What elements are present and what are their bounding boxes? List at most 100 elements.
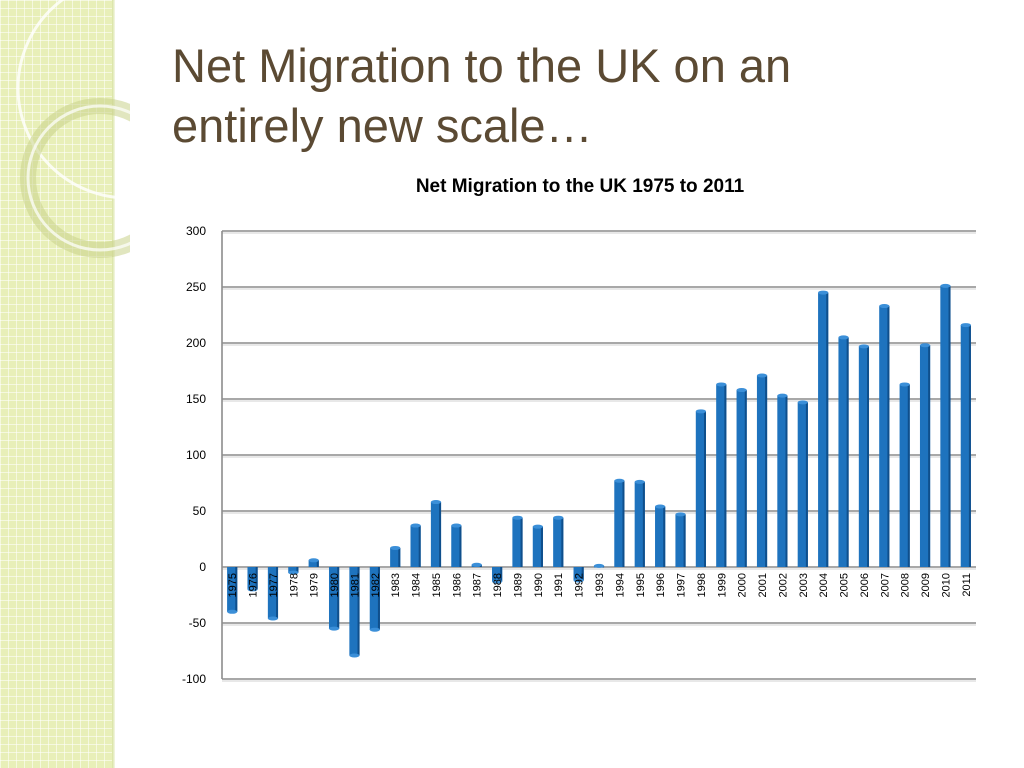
bar-shade <box>296 567 299 573</box>
x-tick-label: 1982 <box>370 573 382 597</box>
bar-shade <box>398 547 401 567</box>
x-tick-label: 1978 <box>288 573 300 597</box>
bar-cap <box>390 545 401 550</box>
bar-cap <box>267 616 279 621</box>
x-tick-label: 1975 <box>227 573 239 597</box>
bar-shade <box>663 506 666 567</box>
x-tick-label: 2007 <box>879 573 891 597</box>
x-tick-label: 2010 <box>940 573 952 597</box>
bar <box>573 567 584 581</box>
bar-cap <box>655 504 666 509</box>
bar-shade <box>235 567 238 612</box>
bar-shade <box>968 325 971 567</box>
bar <box>288 567 299 573</box>
bar <box>838 337 849 567</box>
bar <box>430 502 442 567</box>
x-tick-label: 2006 <box>859 573 871 597</box>
bar <box>369 567 380 630</box>
bar-cap <box>797 400 808 405</box>
bar-shade <box>867 346 870 567</box>
x-tick-label: 1980 <box>329 573 341 597</box>
bar <box>919 345 931 567</box>
bar <box>492 567 503 582</box>
bar-cap <box>451 523 462 528</box>
bar-shade <box>439 502 442 567</box>
bar <box>716 384 727 567</box>
x-tick-label: 2003 <box>798 573 810 597</box>
bar <box>818 292 829 567</box>
bar-cap <box>593 563 605 568</box>
x-tick-label: 1988 <box>492 573 504 597</box>
bar-cap <box>553 515 564 520</box>
y-tick-label: 0 <box>199 560 206 574</box>
bar-cap <box>410 523 421 528</box>
x-tick-label: 1986 <box>451 573 463 597</box>
bar-cap <box>675 512 686 517</box>
x-tick-label: 2009 <box>920 573 932 597</box>
bar <box>675 514 686 567</box>
bar-shade <box>316 560 319 567</box>
x-tick-label: 2008 <box>900 573 912 597</box>
x-tick-label: 1993 <box>594 573 606 597</box>
bar-cap <box>247 587 258 592</box>
bar <box>777 395 788 567</box>
bar <box>247 567 258 590</box>
x-tick-label: 1992 <box>574 573 586 597</box>
bar <box>614 480 625 567</box>
bar-cap <box>288 570 299 575</box>
bar <box>634 481 645 567</box>
bar <box>553 517 564 567</box>
bar-shade <box>581 567 584 581</box>
y-tick-label: 250 <box>186 280 206 294</box>
x-tick-label: 2000 <box>737 573 749 597</box>
bar <box>512 517 523 567</box>
x-tick-label: 1976 <box>248 573 260 597</box>
y-tick-label: -100 <box>182 672 206 686</box>
bar-cap <box>532 524 543 529</box>
bar-shade <box>418 525 421 567</box>
bar-shade <box>744 390 747 567</box>
bar-shade <box>928 345 931 567</box>
bar-cap <box>492 579 503 584</box>
x-tick-label: 2002 <box>777 573 789 597</box>
x-tick-label: 2001 <box>757 573 769 597</box>
x-tick-label: 1981 <box>349 573 361 597</box>
x-tick-label: 1979 <box>309 573 321 597</box>
x-tick-label: 1989 <box>512 573 524 597</box>
x-tick-label: 2005 <box>839 573 851 597</box>
x-tick-label: 1999 <box>716 573 728 597</box>
y-tick-label: 300 <box>186 224 206 238</box>
bar <box>390 547 401 567</box>
bar-cap <box>512 515 523 520</box>
bar-cap <box>614 478 625 483</box>
bar <box>308 560 319 567</box>
x-tick-label: 1998 <box>696 573 708 597</box>
bar-cap <box>369 627 380 632</box>
bar <box>960 325 971 567</box>
bar-shade <box>276 567 279 619</box>
bar <box>797 402 808 567</box>
bar <box>328 567 340 629</box>
bar-shade <box>826 292 829 567</box>
bar-shade <box>520 517 523 567</box>
bar <box>879 306 890 567</box>
bar <box>532 526 543 567</box>
bar-shade <box>377 567 380 630</box>
bar <box>267 567 279 619</box>
bar-shade <box>683 514 686 567</box>
x-tick-label: 1984 <box>411 573 423 597</box>
bar-shade <box>561 517 564 567</box>
bar-shade <box>703 411 706 567</box>
bar-shade <box>337 567 340 629</box>
y-tick-label: -50 <box>189 616 207 630</box>
x-tick-label: 1991 <box>553 573 565 597</box>
bar-cap <box>716 382 727 387</box>
slide-title: Net Migration to the UK on an entirely n… <box>172 36 992 156</box>
bar-cap <box>736 388 747 393</box>
bar <box>858 346 870 567</box>
bar-shade <box>785 395 788 567</box>
bar-cap <box>838 335 849 340</box>
bar <box>899 384 910 567</box>
y-tick-label: 50 <box>193 504 207 518</box>
